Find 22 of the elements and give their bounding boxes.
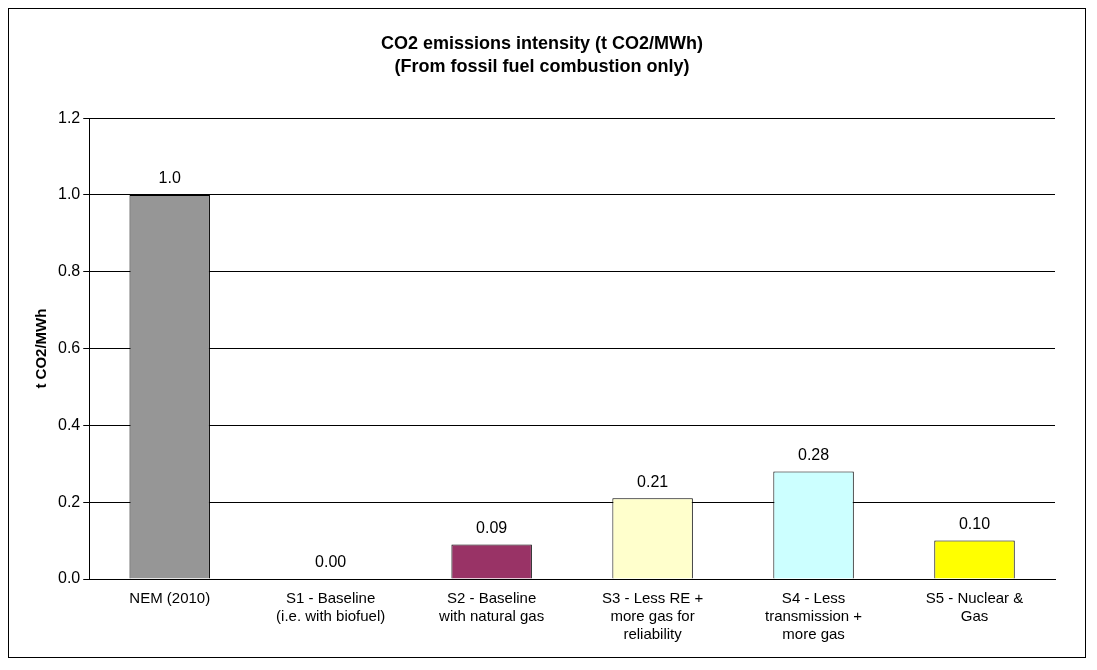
x-tick-label: S3 - Less RE + more gas for reliability bbox=[601, 589, 704, 643]
data-label: 0.21 bbox=[637, 472, 669, 490]
y-tick-label: 1.0 bbox=[57, 185, 81, 203]
x-tick-label: S4 - Less transmission + more gas bbox=[765, 589, 863, 643]
data-label: 0.00 bbox=[315, 553, 347, 571]
x-tick-label: S1 - Baseline (i.e. with biofuel) bbox=[276, 589, 386, 625]
data-label: 1.0 bbox=[158, 169, 181, 187]
y-tick-label: 0.0 bbox=[57, 569, 81, 587]
x-tick-label: NEM (2010) bbox=[129, 589, 211, 607]
x-tick-label: S5 - Nuclear & Gas bbox=[925, 589, 1024, 625]
chart-subtitle: (From fossil fuel combustion only) bbox=[394, 56, 690, 77]
y-tick-label: 0.8 bbox=[57, 262, 81, 280]
y-tick-label: 0.4 bbox=[57, 415, 81, 433]
chart-title: CO2 emissions intensity (t CO2/MWh) bbox=[380, 32, 704, 53]
data-label: 0.09 bbox=[476, 518, 508, 536]
y-axis-title: t CO2/MWh bbox=[32, 308, 50, 389]
y-tick-label: 1.2 bbox=[57, 108, 81, 126]
y-tick-label: 0.2 bbox=[57, 492, 81, 510]
y-tick-label: 0.6 bbox=[57, 339, 81, 357]
data-label: 0.28 bbox=[797, 445, 830, 463]
x-tick-label: S2 - Baseline with natural gas bbox=[438, 589, 545, 625]
data-label: 0.10 bbox=[958, 515, 991, 533]
